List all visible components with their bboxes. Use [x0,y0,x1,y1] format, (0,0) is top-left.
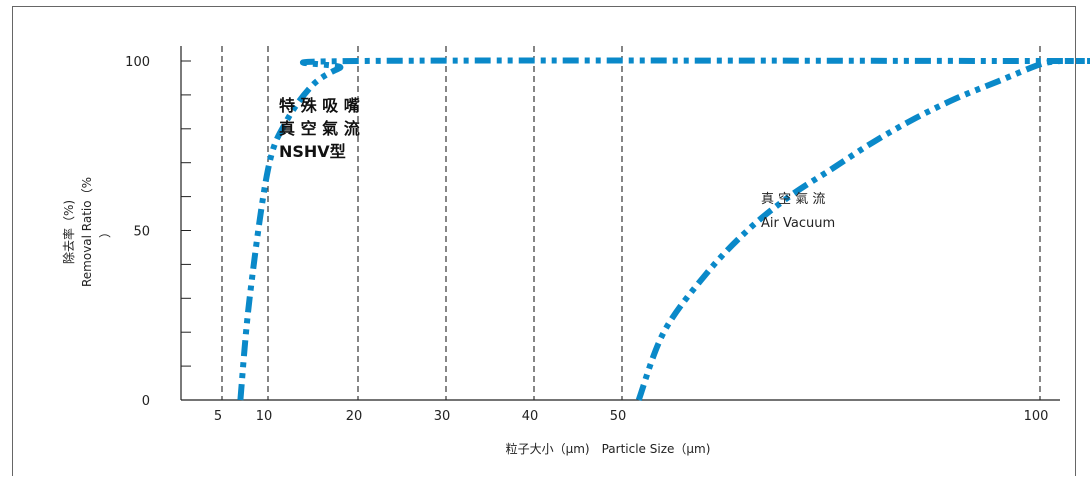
nshv-label-line-1: 特 殊 吸 嘴 [279,96,360,115]
air-vacuum-label-line-1: 真 空 氣 流 [761,192,825,207]
y-tick-label: 100 [125,55,150,70]
x-tick-label: 40 [522,409,539,424]
x-axis-title: 粒子大小（μm) Particle Size（μm) [506,441,711,456]
series-lines [237,57,1090,402]
x-tick-label: 20 [346,409,363,424]
y-axis-title-en-wrap: ） [98,226,112,238]
air-vacuum-series-label: 真 空 氣 流 Air Vacuum [761,192,835,231]
air-vacuum-label-line-2: Air Vacuum [761,216,835,231]
x-tick-label: 30 [434,409,451,424]
grid-lines [221,46,1041,400]
nshv-label-line-3: NSHV型 [279,142,346,161]
y-tick-label: 0 [142,394,150,409]
y-axis-title-en: Removal Ratio（% [80,177,94,287]
series-line-0 [237,57,1090,401]
chart-frame [12,6,1076,476]
axes [180,46,1060,401]
nshv-series-label: 特 殊 吸 嘴 真 空 氣 流 NSHV型 [279,96,360,161]
x-tick-label: 10 [256,409,273,424]
x-tick-label: 50 [610,409,627,424]
x-tick-label: 100 [1024,409,1049,424]
y-tick-label: 50 [133,225,150,240]
y-axis-title-cn: 除去率（%) [61,200,76,264]
nshv-label-line-2: 真 空 氣 流 [279,119,360,138]
series-line-1 [635,58,1061,402]
x-tick-label: 5 [214,409,222,424]
x-tick-labels: 5 10 20 30 40 50 100 [214,409,1049,424]
y-axis-title: 除去率（%) Removal Ratio（% ） [61,177,112,287]
y-ticks: 0 50 100 [125,55,191,409]
